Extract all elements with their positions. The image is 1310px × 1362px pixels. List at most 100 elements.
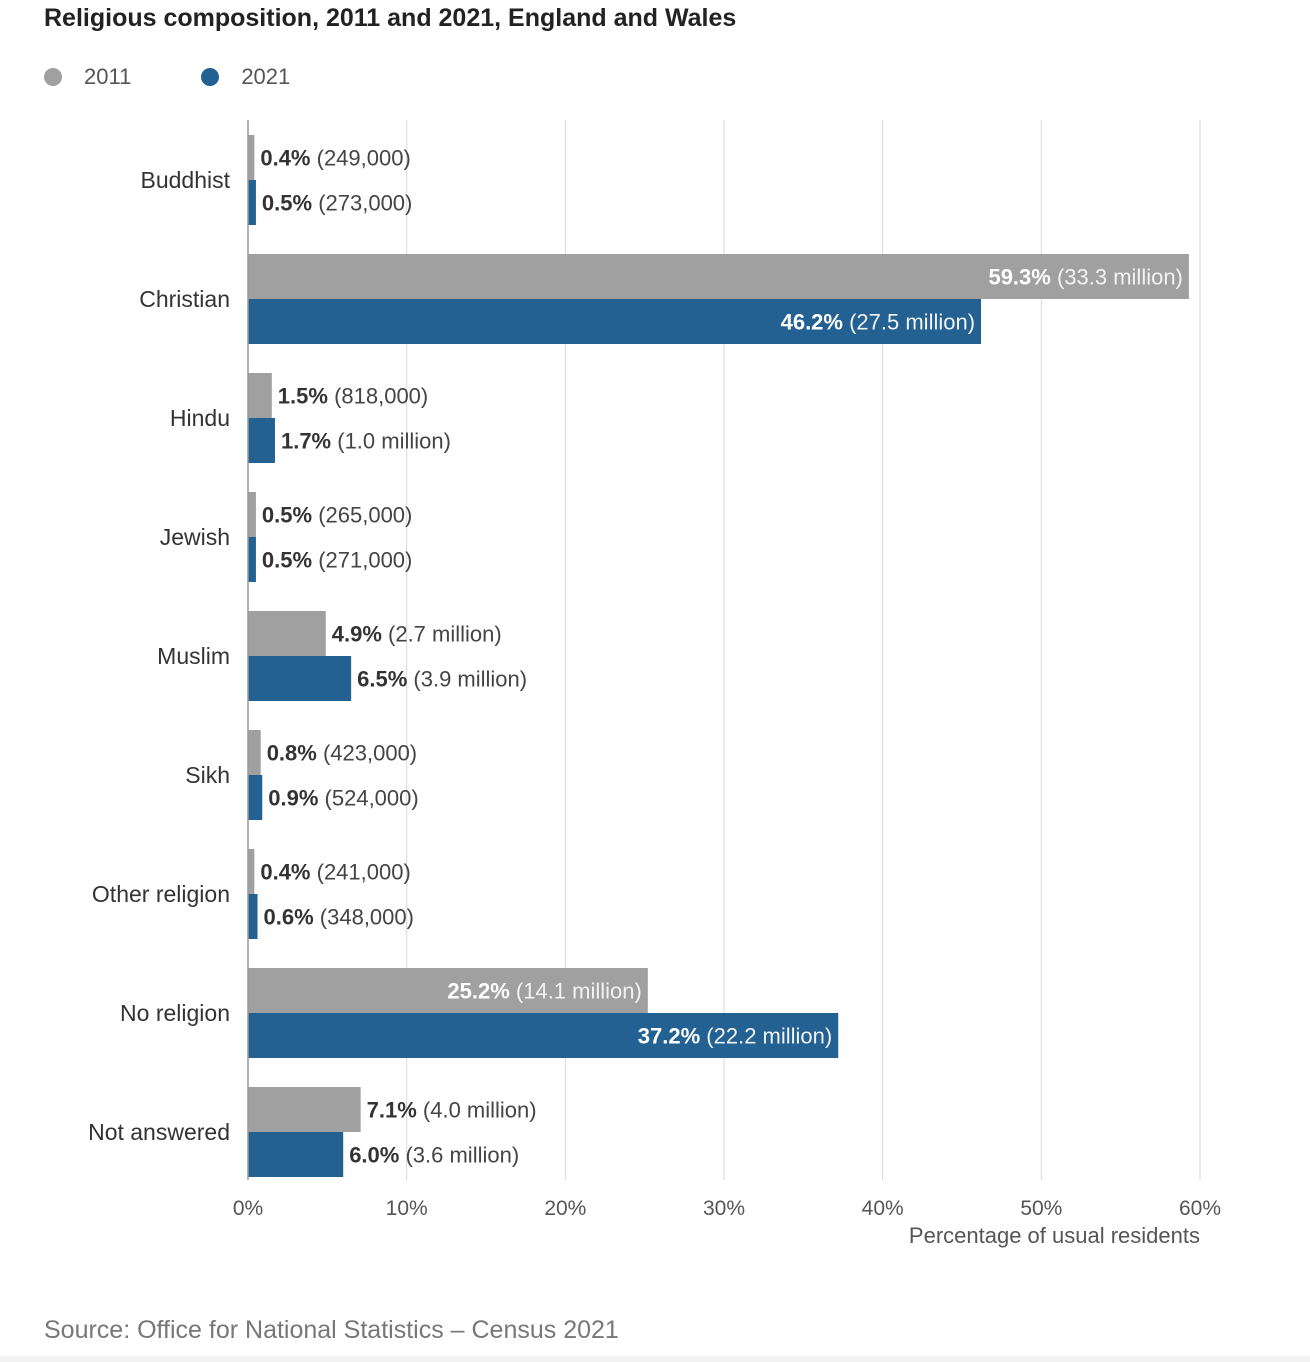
data-label-count: (265,000) xyxy=(312,503,412,528)
bar xyxy=(248,1013,839,1058)
bar xyxy=(248,1132,344,1177)
x-tick-label: 60% xyxy=(1179,1197,1221,1220)
x-tick-label: 0% xyxy=(233,1197,263,1220)
data-label-percent: 59.3% xyxy=(988,265,1050,290)
data-label-count: (22.2 million) xyxy=(700,1024,832,1049)
data-label-percent: 0.8% xyxy=(267,741,317,766)
bar xyxy=(248,775,263,820)
data-label-percent: 37.2% xyxy=(638,1024,700,1049)
bar xyxy=(248,537,256,582)
legend-label-2011: 2011 xyxy=(84,64,132,89)
data-label: 1.5% (818,000) xyxy=(278,384,428,409)
bar xyxy=(248,894,258,939)
data-label: 0.6% (348,000) xyxy=(264,905,414,930)
data-label-percent: 0.4% xyxy=(260,860,310,885)
data-label-percent: 25.2% xyxy=(447,979,509,1004)
bar xyxy=(248,968,648,1013)
x-tick-label: 10% xyxy=(386,1197,428,1220)
data-label: 6.0% (3.6 million) xyxy=(349,1143,519,1168)
legend-swatch-2011 xyxy=(44,68,62,86)
data-label-count: (14.1 million) xyxy=(510,979,642,1004)
data-label-count: (33.3 million) xyxy=(1051,265,1183,290)
data-label: 7.1% (4.0 million) xyxy=(367,1098,537,1123)
data-label: 25.2% (14.1 million) xyxy=(447,979,641,1004)
bar xyxy=(248,849,255,894)
data-label: 0.9% (524,000) xyxy=(268,786,418,811)
data-label-count: (524,000) xyxy=(318,786,418,811)
chart-title: Religious composition, 2011 and 2021, En… xyxy=(44,4,737,32)
data-label-percent: 1.7% xyxy=(281,429,331,454)
data-label-percent: 46.2% xyxy=(781,310,843,335)
y-tick-label: Christian xyxy=(139,286,230,312)
data-label-count: (249,000) xyxy=(311,146,411,171)
data-label-percent: 0.5% xyxy=(262,548,312,573)
x-tick-label: 20% xyxy=(544,1197,586,1220)
data-label: 1.7% (1.0 million) xyxy=(281,429,451,454)
bar xyxy=(248,730,261,775)
data-label-count: (27.5 million) xyxy=(843,310,975,335)
data-label: 0.5% (265,000) xyxy=(262,503,412,528)
data-label-percent: 4.9% xyxy=(332,622,382,647)
data-label-count: (241,000) xyxy=(311,860,411,885)
bar xyxy=(248,656,352,701)
legend-label-2021: 2021 xyxy=(241,64,291,89)
data-label: 37.2% (22.2 million) xyxy=(638,1024,832,1049)
legend: 2011 2021 xyxy=(44,62,360,92)
data-label-percent: 0.5% xyxy=(262,191,312,216)
data-label-count: (348,000) xyxy=(314,905,414,930)
data-label: 0.8% (423,000) xyxy=(267,741,417,766)
bar xyxy=(248,180,256,225)
legend-swatch-2021 xyxy=(201,68,220,86)
data-label: 6.5% (3.9 million) xyxy=(357,667,527,692)
data-label: 0.5% (271,000) xyxy=(262,548,412,573)
bar xyxy=(248,1087,361,1132)
x-tick-label: 50% xyxy=(1020,1197,1062,1220)
y-tick-label: Jewish xyxy=(160,524,230,550)
data-label-count: (4.0 million) xyxy=(417,1098,537,1123)
x-axis-title: Percentage of usual residents xyxy=(909,1223,1200,1248)
data-label-percent: 0.9% xyxy=(268,786,318,811)
data-label-percent: 6.0% xyxy=(349,1143,399,1168)
footer-band xyxy=(0,1356,1310,1362)
y-tick-label: Not answered xyxy=(88,1119,230,1145)
bar xyxy=(248,492,256,537)
data-label-count: (423,000) xyxy=(317,741,417,766)
data-label-count: (273,000) xyxy=(312,191,412,216)
data-label-count: (3.6 million) xyxy=(399,1143,519,1168)
data-label: 0.4% (241,000) xyxy=(260,860,410,885)
y-tick-label: Sikh xyxy=(185,762,230,788)
y-tick-label: Hindu xyxy=(170,405,230,431)
x-tick-label: 40% xyxy=(862,1197,904,1220)
y-tick-label: Other religion xyxy=(92,881,230,907)
data-label: 4.9% (2.7 million) xyxy=(332,622,502,647)
data-label-percent: 7.1% xyxy=(367,1098,417,1123)
data-label: 0.4% (249,000) xyxy=(260,146,410,171)
bar xyxy=(248,373,272,418)
bar xyxy=(248,418,275,463)
data-label-percent: 1.5% xyxy=(278,384,328,409)
legend-item-2011[interactable]: 2011 xyxy=(44,64,131,90)
bar xyxy=(248,254,1189,299)
bar xyxy=(248,611,326,656)
data-label-count: (2.7 million) xyxy=(382,622,502,647)
data-label-count: (1.0 million) xyxy=(331,429,451,454)
data-label-count: (3.9 million) xyxy=(407,667,527,692)
data-label-percent: 0.4% xyxy=(260,146,310,171)
x-tick-label: 30% xyxy=(703,1197,745,1220)
data-label: 59.3% (33.3 million) xyxy=(988,265,1182,290)
y-tick-label: Muslim xyxy=(157,643,230,669)
data-label-percent: 0.5% xyxy=(262,503,312,528)
data-label-percent: 0.6% xyxy=(264,905,314,930)
source-note: Source: Office for National Statistics –… xyxy=(44,1316,619,1344)
data-label: 46.2% (27.5 million) xyxy=(781,310,975,335)
y-tick-label: No religion xyxy=(120,1000,230,1026)
data-label-percent: 6.5% xyxy=(357,667,407,692)
data-label: 0.5% (273,000) xyxy=(262,191,412,216)
data-label-count: (818,000) xyxy=(328,384,428,409)
bar xyxy=(248,135,255,180)
bar xyxy=(248,299,982,344)
legend-item-2021[interactable]: 2021 xyxy=(201,64,290,90)
y-tick-label: Buddhist xyxy=(140,167,230,193)
data-label-count: (271,000) xyxy=(312,548,412,573)
bar-chart: Buddhist 0.4% (249,000) 0.5% (273,000) Chri… xyxy=(88,120,1221,1248)
